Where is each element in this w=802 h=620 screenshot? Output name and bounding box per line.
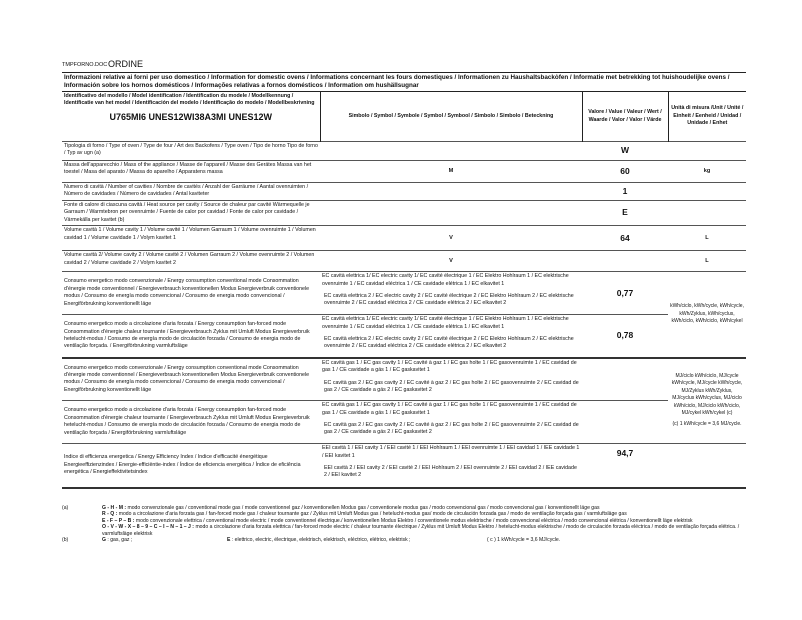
- row-label: Massa dell'apparecchio / Mass of the app…: [62, 160, 320, 183]
- row-value: 1: [582, 182, 668, 201]
- row-value: 64: [582, 225, 668, 251]
- gas-unit-note: (c) 1 kWh/cycle = 3,6 MJ/cycle.: [672, 421, 742, 428]
- eei-row: Indice di efficienza energetica / Energy…: [62, 443, 747, 488]
- row-label: Tipologia di forno / Type of oven / Type…: [62, 141, 320, 161]
- table-row: Numero di cavità / Number of cavities / …: [62, 182, 747, 201]
- symbol-eei1: EEI cavità 1 / EEI cavity 1 / EEI cavité…: [322, 445, 580, 459]
- footnote-text: ( c ) 1 kWh/cycle = 3,6 MJ/cycle.: [487, 537, 561, 544]
- table-row: Tipologia di forno / Type of oven / Type…: [62, 141, 747, 161]
- row-unit: [668, 199, 747, 226]
- footnote-text: modo convenzionale elettrica / conventio…: [135, 517, 693, 524]
- row-symbol: M: [320, 160, 582, 183]
- row-symbol: [320, 182, 582, 201]
- model-cell: Identificativo del modello / Model ident…: [62, 91, 320, 142]
- gas-unit: MJ/ciclo kWh/ciclo, MJ/cycle kWh/cycle, …: [668, 356, 747, 444]
- gas-conventional-row: Consumo energetico modo convenzionale / …: [62, 356, 747, 444]
- row-value: 60: [582, 160, 668, 183]
- value-header: Valore / Value / Valeur / Wert / Waarde …: [581, 91, 668, 142]
- symbol-header: Simbolo / Symbol / Symbole / Symbol / Sy…: [319, 91, 582, 142]
- row-value: [582, 250, 668, 272]
- row-label: Numero di cavità / Number of cavities / …: [62, 182, 320, 201]
- electric-fan-row: Consumo energetico modo a circolazione d…: [62, 314, 746, 358]
- footnote-text: modo a circolazione d'aria forzata elett…: [102, 524, 740, 537]
- doc-filename: TMPFORNO.DOC: [62, 62, 108, 68]
- footnote-code: E: [227, 537, 231, 544]
- row-label: Consumo energetico modo a circolazione d…: [62, 400, 320, 444]
- row-label: Indice di efficienza energetica / Energy…: [62, 443, 320, 488]
- doc-header: TMPFORNO.DOC ORDINE: [62, 59, 143, 69]
- table-row: Massa dell'apparecchio / Mass of the app…: [62, 160, 747, 183]
- row-symbol: V: [320, 250, 582, 272]
- row-value: 0,78: [582, 314, 668, 358]
- symbol-ec2: EC cavità elettrica 2 / EC electric cavi…: [324, 336, 574, 350]
- symbol-ec1: EC cavità elettrica 1/ EC electric cavit…: [322, 316, 569, 330]
- row-unit: L: [668, 250, 747, 272]
- footnote-text: modo a circolazione d'aria forzata gas /…: [118, 511, 627, 518]
- row-value: W: [582, 141, 668, 161]
- model-label: Identificativo del modello / Model ident…: [64, 93, 315, 107]
- order-label: ORDINE: [108, 59, 144, 69]
- gas-fan-row: Consumo energetico modo a circolazione d…: [62, 400, 746, 444]
- row-value: [582, 356, 668, 401]
- footnote-text: : gas, gaz ;: [107, 537, 133, 544]
- footnote-code: O - V - W - X – 8 – 9 – C – I – N – 1 – …: [102, 524, 195, 531]
- row-label: Consumo energetico modo a circolazione d…: [62, 314, 320, 358]
- footnote-text: modo convenzionale gas / conventional mo…: [127, 505, 600, 511]
- row-unit: [668, 443, 747, 488]
- footnote-key: (a): [62, 505, 69, 511]
- footnote-key: (b): [62, 537, 69, 544]
- gas-unit-text: MJ/ciclo kWh/ciclo, MJ/cycle kWh/cycle, …: [671, 373, 743, 417]
- model-name: U765MI6 UNES12WI38A3MI UNES12W: [109, 111, 273, 122]
- row-label: Consumo energetico modo convenzionale / …: [62, 356, 320, 401]
- footnote-code: G - H - M :: [102, 505, 127, 511]
- row-symbol: V: [320, 225, 582, 251]
- row-unit: kg: [668, 160, 747, 183]
- table-row: Volume cavità 2/ Volume cavity 2 / Volum…: [62, 250, 747, 272]
- symbol-gas1: EC cavità gas 1 / EC gas cavity 1 / EC c…: [322, 402, 577, 416]
- table-row: Fonte di calore di ciascuna cavità / Hea…: [62, 199, 747, 226]
- row-unit: [668, 141, 747, 161]
- footnote-code: G: [102, 537, 106, 544]
- symbol-gas2: EC cavità gas 2 / EC gas cavity 2 / EC c…: [324, 379, 579, 393]
- symbol-gas2: EC cavità gas 2 / EC gas cavity 2 / EC c…: [324, 422, 579, 436]
- footnote-text: : elettrico, electric, électrique, elekt…: [231, 537, 411, 544]
- symbol-gas1: EC cavità gas 1 / EC gas cavity 1 / EC c…: [322, 359, 577, 374]
- symbol-ec2: EC cavità elettrica 2 / EC electric cavi…: [324, 293, 574, 307]
- row-symbol: [320, 141, 582, 161]
- footnotes: (a) G - H - M : modo convenzionale gas / …: [62, 505, 752, 543]
- symbol-eei2: EEI cavità 2 / EEI cavity 2 / EEI cavité…: [324, 465, 577, 479]
- row-label: Consumo energetico modo convenzionale / …: [62, 271, 320, 315]
- unit-header: Unità di misura /Unit / Unité / Einheit …: [667, 91, 747, 142]
- row-label: Volume cavità 2/ Volume cavity 2 / Volum…: [62, 250, 320, 272]
- row-value: 94,7: [582, 443, 668, 488]
- electric-unit: kWh/ciclo, kWh/cycle, kWh/cycle, kWh/Zyk…: [668, 271, 747, 358]
- row-label: Volume cavità 1 / Volume cavity 1 / Volu…: [62, 225, 320, 251]
- row-unit: L: [668, 225, 747, 251]
- row-symbol: [320, 199, 582, 226]
- electric-conventional-row: Consumo energetico modo convenzionale / …: [62, 271, 747, 358]
- oven-info-table: Informazioni relative ai forni per uso d…: [62, 72, 747, 489]
- row-value: [582, 400, 668, 444]
- symbol-ec1: EC cavità elettrica 1/ EC electric cavit…: [322, 273, 569, 287]
- row-label: Fonte di calore di ciascuna cavità / Hea…: [62, 199, 320, 226]
- footnote-code: E - F – P – B :: [102, 517, 135, 524]
- row-value: E: [582, 199, 668, 226]
- table-row: Volume cavità 1 / Volume cavity 1 / Volu…: [62, 225, 747, 251]
- table-title: Informazioni relative ai forni per uso d…: [62, 72, 747, 92]
- row-unit: [668, 182, 747, 201]
- footnote-code: R - Q :: [102, 511, 118, 518]
- row-value: 0,77: [582, 271, 668, 315]
